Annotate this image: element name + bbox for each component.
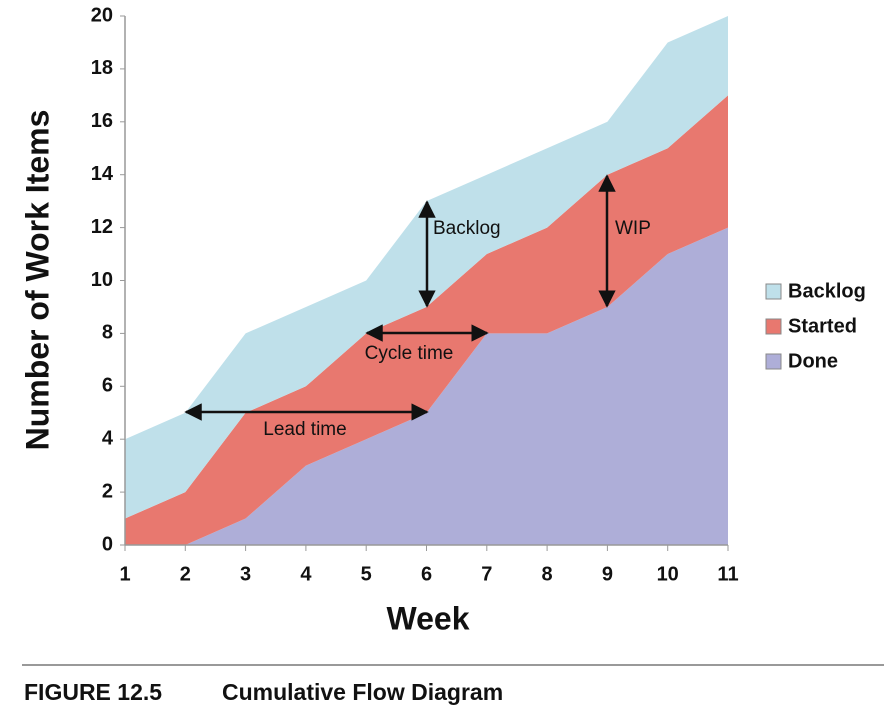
area (125, 227, 728, 545)
y-tick-label: 20 (91, 4, 113, 26)
legend-swatch (765, 353, 782, 370)
y-tick-label: 0 (102, 533, 113, 555)
area (125, 95, 728, 545)
x-tick-label: 7 (481, 563, 492, 585)
x-tick-label: 5 (361, 563, 372, 585)
y-tick-label: 14 (91, 163, 114, 185)
y-tick-label: 6 (102, 375, 113, 397)
x-tick-label: 3 (240, 563, 251, 585)
x-tick-label: 2 (180, 563, 191, 585)
caption-label: FIGURE 12.5 (24, 679, 162, 705)
x-tick-label: 4 (300, 563, 312, 585)
annotation: Lead time (263, 419, 346, 440)
legend-swatch (765, 318, 782, 335)
annotations: Backlog WIP Cycle time Lead time (184, 174, 651, 440)
annotation: Backlog (433, 218, 501, 239)
legend-swatch (765, 283, 782, 300)
y-tick-label: 12 (91, 216, 113, 238)
y-axis-title: Number of Work Items (19, 110, 55, 451)
y-tick-label: 16 (91, 110, 113, 132)
legend-label: Backlog (788, 280, 866, 302)
annotation: WIP (615, 218, 651, 239)
y-tick-label: 2 (102, 480, 113, 502)
legend-label: Done (788, 350, 838, 372)
x-axis-title: Week (386, 600, 469, 636)
caption-title: Cumulative Flow Diagram (222, 679, 503, 705)
legend-label: Started (788, 315, 857, 337)
x-tick-label: 9 (602, 563, 613, 585)
x-tick-label: 8 (542, 563, 553, 585)
x-tick-label: 1 (119, 563, 130, 585)
x-tick-label: 11 (717, 563, 738, 585)
x-tick-label: 6 (421, 563, 432, 585)
annotation: Cycle time (365, 343, 454, 364)
x-tick-label: 10 (657, 563, 679, 585)
y-tick-label: 18 (91, 57, 113, 79)
y-tick-label: 4 (102, 427, 114, 449)
y-tick-label: 8 (102, 322, 113, 344)
y-tick-label: 10 (91, 269, 113, 291)
